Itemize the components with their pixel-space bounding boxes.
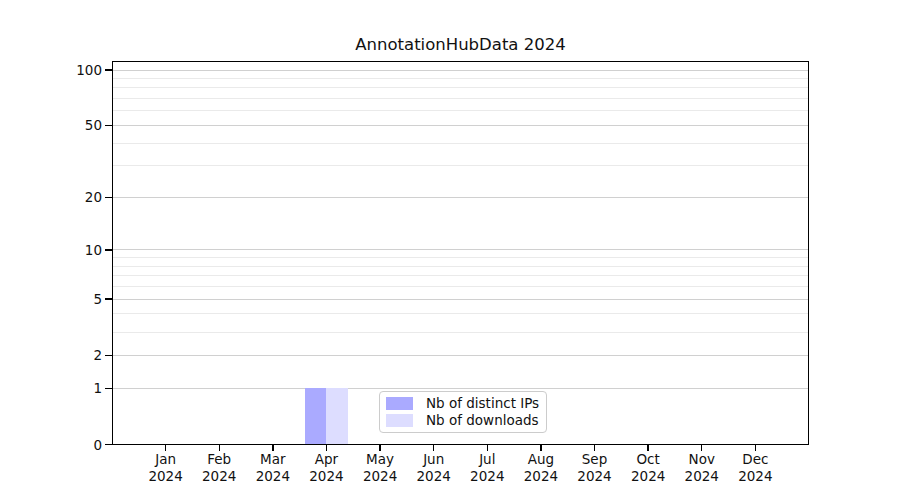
minor-gridline [113, 143, 808, 144]
x-tick-mark [272, 445, 273, 451]
x-tick-mark [701, 445, 702, 451]
x-tick-mark [594, 445, 595, 451]
minor-gridline [113, 110, 808, 111]
y-tick-label: 5 [58, 291, 102, 307]
major-gridline [113, 299, 808, 300]
major-gridline [113, 388, 808, 389]
minor-gridline [113, 257, 808, 258]
y-tick-mark [105, 69, 112, 70]
y-tick-label: 10 [58, 242, 102, 258]
y-tick-label: 20 [58, 189, 102, 205]
chart-title: AnnotationHubData 2024 [112, 35, 809, 55]
x-tick-mark [487, 445, 488, 451]
y-tick-label: 0 [58, 437, 102, 453]
y-tick-mark [105, 298, 112, 299]
y-tick-mark [105, 249, 112, 250]
major-gridline [113, 249, 808, 250]
x-tick-mark [540, 445, 541, 451]
major-gridline [113, 70, 808, 71]
x-tick-mark [379, 445, 380, 451]
legend: Nb of distinct IPs Nb of downloads [379, 391, 547, 433]
legend-label-downloads: Nb of downloads [426, 413, 539, 428]
legend-item-downloads: Nb of downloads [386, 413, 538, 428]
minor-gridline [113, 266, 808, 267]
legend-label-distinct-ips: Nb of distinct IPs [426, 396, 539, 411]
y-tick-label: 2 [58, 347, 102, 363]
y-tick-mark [105, 388, 112, 389]
legend-swatch-downloads [386, 414, 413, 427]
y-tick-label: 100 [58, 62, 102, 78]
bar-distinct-ips [305, 388, 327, 444]
legend-swatch-distinct-ips [386, 397, 413, 410]
x-tick-mark [326, 445, 327, 451]
x-tick-mark [433, 445, 434, 451]
minor-gridline [113, 275, 808, 276]
minor-gridline [113, 286, 808, 287]
y-tick-mark [105, 197, 112, 198]
x-tick-mark [755, 445, 756, 451]
y-tick-mark [105, 444, 112, 445]
x-tick-mark [165, 445, 166, 451]
minor-gridline [113, 78, 808, 79]
y-tick-label: 1 [58, 380, 102, 396]
minor-gridline [113, 87, 808, 88]
major-gridline [113, 197, 808, 198]
minor-gridline [113, 313, 808, 314]
minor-gridline [113, 332, 808, 333]
legend-item-distinct-ips: Nb of distinct IPs [386, 396, 538, 411]
y-tick-mark [105, 125, 112, 126]
major-gridline [113, 125, 808, 126]
minor-gridline [113, 165, 808, 166]
y-tick-label: 50 [58, 117, 102, 133]
major-gridline [113, 355, 808, 356]
chart-figure: AnnotationHubData 2024 Nb of distinct IP… [0, 0, 900, 500]
x-tick-label: Dec 2024 [715, 451, 795, 485]
y-tick-mark [105, 355, 112, 356]
x-tick-mark [647, 445, 648, 451]
bar-downloads [326, 388, 348, 444]
minor-gridline [113, 98, 808, 99]
x-tick-mark [219, 445, 220, 451]
